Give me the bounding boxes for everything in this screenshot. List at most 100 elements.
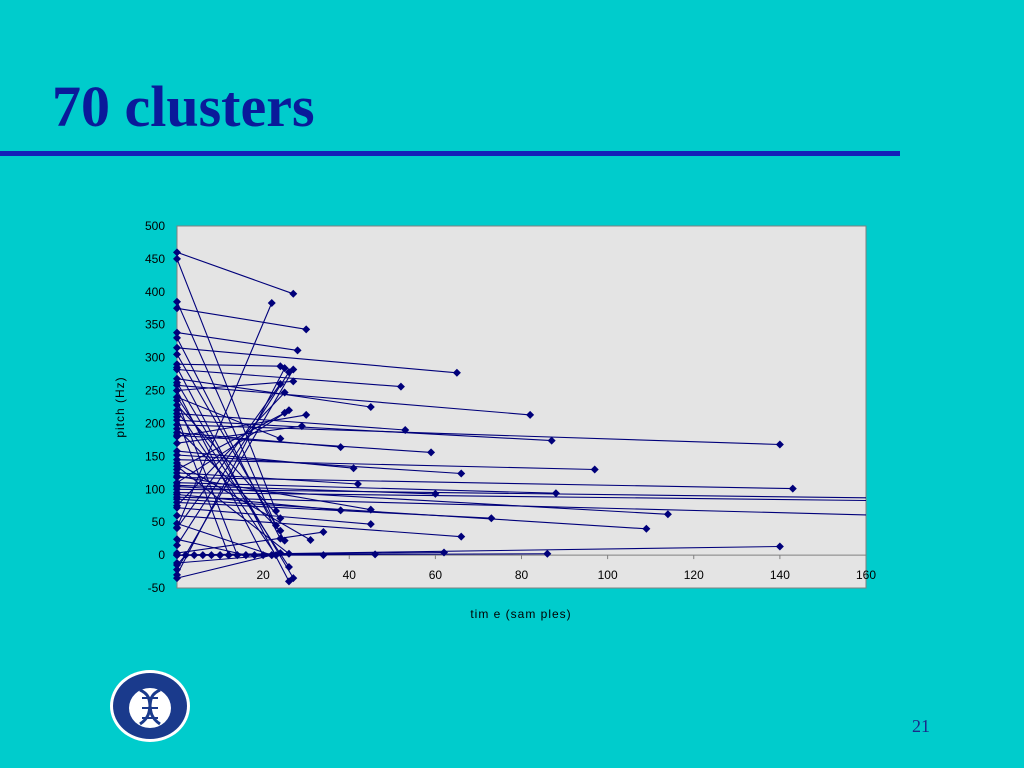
- series-line: [176, 496, 867, 516]
- series-line: [176, 369, 294, 570]
- data-point: [276, 362, 285, 371]
- data-point: [173, 350, 181, 359]
- data-point: [173, 541, 181, 550]
- data-point: [173, 565, 181, 574]
- series-line: [176, 507, 371, 525]
- series-line: [176, 412, 285, 470]
- data-point: [642, 524, 651, 533]
- x-tick-label: 120: [684, 568, 704, 582]
- data-point: [280, 536, 289, 545]
- y-tick-label: 200: [145, 416, 165, 430]
- series-line: [176, 459, 595, 471]
- series-34: [173, 368, 293, 550]
- x-tick-label: 80: [515, 568, 529, 582]
- series-64: [173, 551, 276, 567]
- series-line: [176, 492, 867, 502]
- data-point: [241, 551, 250, 560]
- data-point: [366, 520, 375, 529]
- plot-area: [176, 225, 867, 589]
- academia-sinica-logo: [108, 668, 192, 744]
- y-tick-label: -50: [148, 581, 166, 595]
- series-line: [176, 413, 406, 431]
- data-point: [276, 514, 285, 523]
- series-line: [176, 482, 557, 494]
- series-44: [173, 254, 281, 515]
- data-point: [173, 519, 181, 528]
- y-tick-label: 150: [145, 449, 165, 463]
- data-point: [775, 440, 784, 449]
- x-tick-label: 40: [343, 568, 357, 582]
- data-point: [276, 379, 285, 388]
- data-point: [319, 551, 328, 560]
- series-line: [176, 554, 272, 564]
- data-point: [267, 299, 276, 308]
- data-point: [173, 432, 181, 441]
- x-tick-label: 140: [770, 568, 790, 582]
- data-point: [289, 574, 298, 583]
- data-point: [173, 328, 181, 337]
- data-point: [427, 448, 436, 457]
- data-point: [250, 551, 259, 560]
- data-point: [276, 434, 285, 443]
- series-line: [176, 363, 281, 367]
- data-point: [353, 480, 362, 489]
- y-tick-label: 350: [145, 318, 165, 332]
- data-point: [173, 248, 181, 257]
- data-point: [173, 343, 181, 352]
- series-line: [176, 251, 294, 295]
- data-point: [526, 410, 535, 419]
- x-tick-label: 20: [256, 568, 270, 582]
- data-point: [280, 388, 289, 397]
- data-point: [173, 363, 181, 372]
- series-layer: [173, 248, 867, 586]
- series-line: [176, 486, 668, 515]
- data-point: [173, 490, 181, 499]
- series-2: [173, 328, 302, 355]
- series-49: [173, 378, 298, 583]
- data-point: [224, 551, 233, 560]
- data-point: [272, 506, 281, 515]
- data-point: [173, 254, 181, 263]
- series-line: [176, 371, 290, 546]
- data-point: [280, 408, 289, 417]
- y-tick-label: 250: [145, 384, 165, 398]
- series-line: [176, 332, 298, 351]
- data-point: [306, 535, 315, 544]
- data-point: [173, 297, 181, 306]
- data-point: [457, 469, 466, 478]
- series-69: [173, 551, 225, 560]
- data-point: [663, 510, 672, 519]
- data-point: [259, 551, 268, 560]
- series-line: [176, 501, 492, 519]
- series-line: [176, 302, 273, 528]
- data-point: [276, 549, 285, 558]
- data-point: [293, 346, 302, 355]
- series-line: [176, 392, 286, 507]
- series-line: [176, 416, 230, 556]
- data-point: [173, 378, 181, 387]
- data-point: [289, 377, 298, 386]
- y-tick-label: 500: [145, 219, 165, 233]
- data-point: [173, 396, 181, 405]
- data-point: [276, 526, 285, 535]
- series-29: [173, 472, 375, 514]
- data-point: [173, 551, 181, 560]
- data-point: [590, 465, 599, 474]
- series-line: [176, 515, 462, 538]
- data-point: [452, 368, 461, 377]
- data-point: [173, 386, 181, 395]
- data-point: [284, 368, 293, 377]
- data-point: [431, 489, 440, 498]
- data-point: [173, 439, 181, 448]
- x-axis-label: tim e (sam ples): [470, 607, 571, 621]
- series-66: [173, 412, 233, 560]
- series-3: [173, 343, 461, 377]
- data-point: [336, 506, 345, 515]
- series-line: [176, 488, 867, 499]
- y-tick-label: 100: [145, 482, 165, 496]
- series-line: [176, 367, 290, 582]
- series-65: [173, 535, 250, 560]
- series-line: [176, 434, 432, 453]
- data-point: [302, 325, 311, 334]
- data-point: [173, 424, 181, 433]
